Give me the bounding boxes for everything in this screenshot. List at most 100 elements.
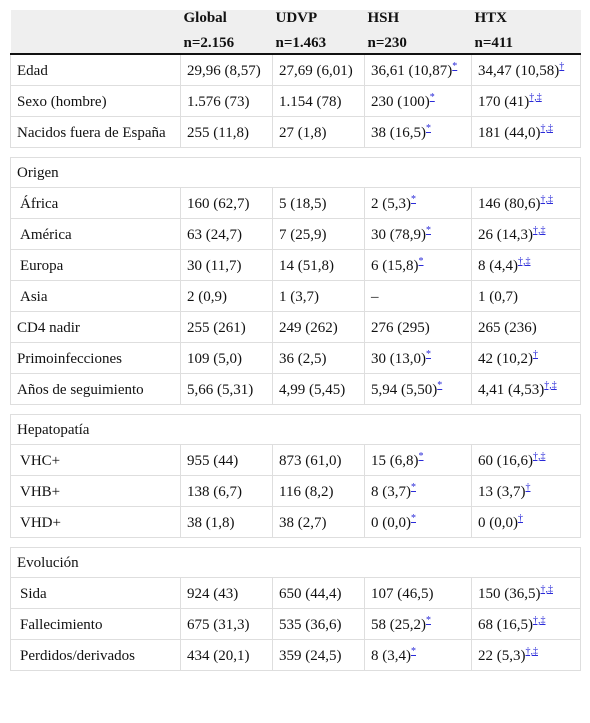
- footnote-link[interactable]: †: [525, 482, 531, 493]
- footnote-link[interactable]: †,‡: [544, 380, 557, 391]
- header-cell: Global n=2.156: [180, 10, 273, 55]
- footnote-link[interactable]: †,‡: [540, 123, 554, 134]
- cell-value: 30 (13,0): [371, 351, 426, 367]
- footnote-link[interactable]: †,‡: [540, 194, 554, 205]
- cell-value: 68 (16,5): [478, 617, 533, 633]
- footnote-link[interactable]: *: [418, 451, 424, 462]
- footnote-link[interactable]: †: [518, 513, 523, 524]
- footnote-link[interactable]: *: [426, 123, 431, 134]
- data-cell: 255 (261): [180, 311, 273, 343]
- footnote-link[interactable]: *: [437, 380, 443, 391]
- row-label: Sida: [10, 577, 181, 609]
- cell-value: 107 (46,5): [371, 586, 434, 602]
- data-cell: 434 (20,1): [180, 639, 273, 671]
- header-cell: [10, 10, 181, 55]
- cell-value: 34,47 (10,58): [478, 63, 560, 79]
- data-cell: 8 (3,7)*: [364, 475, 472, 507]
- cell-value: 38 (2,7): [279, 515, 327, 531]
- data-cell: 5 (18,5): [272, 187, 365, 219]
- data-cell: 29,96 (8,57): [180, 53, 273, 86]
- data-cell: 34,47 (10,58)†: [471, 53, 581, 86]
- data-row: África 160 (62,7) 5 (18,5) 2 (5,3)* 146 (80,…: [10, 187, 581, 219]
- spacer-row: [10, 537, 581, 548]
- section-row: Hepatopatía: [10, 414, 581, 445]
- cell-value: 4,99 (5,45): [279, 382, 346, 398]
- footnote-marker: *: [430, 92, 435, 103]
- column-name: HSH: [367, 10, 400, 26]
- data-cell: 13 (3,7)†: [471, 475, 581, 507]
- data-row: Fallecimiento 675 (31,3) 535 (36,6) 58 (25,…: [10, 608, 581, 640]
- footnote-marker: †,‡: [544, 380, 557, 391]
- cell-value: 2 (0,9): [187, 289, 227, 305]
- footnote-link[interactable]: †,‡: [518, 256, 531, 267]
- footnote-link[interactable]: *: [411, 646, 416, 657]
- footnote-marker: †,‡: [526, 646, 539, 657]
- footnote-link[interactable]: *: [411, 194, 416, 205]
- spacer-cell: [10, 537, 581, 548]
- cell-value: 181 (44,0): [478, 125, 541, 141]
- footnote-link[interactable]: †,‡: [533, 451, 546, 462]
- spacer-row: [10, 147, 581, 158]
- footnote-link[interactable]: †,‡: [533, 225, 546, 236]
- footnote-marker: †,‡: [533, 225, 546, 236]
- table-body: Edad 29,96 (8,57) 27,69 (6,01) 36,61 (10,87…: [10, 53, 581, 671]
- cell-value: 4,41 (4,53): [478, 382, 545, 398]
- footnote-marker: *: [411, 513, 416, 524]
- row-label: CD4 nadir: [10, 311, 181, 343]
- cell-value: 0 (0,0): [371, 515, 411, 531]
- data-cell: 5,94 (5,50)*: [364, 373, 472, 405]
- data-row: VHC+ 955 (44) 873 (61,0) 15 (6,8)* 60 (16,6)…: [10, 444, 581, 476]
- data-cell: 36,61 (10,87)*: [364, 53, 472, 86]
- footnote-link[interactable]: †,‡: [533, 615, 546, 626]
- footnote-link[interactable]: †: [533, 349, 538, 360]
- row-label: Edad: [10, 53, 181, 86]
- cell-value: 8 (3,4): [371, 648, 411, 664]
- data-cell: 1.576 (73): [180, 85, 273, 117]
- row-label: América: [10, 218, 181, 250]
- footnote-link[interactable]: †,‡: [529, 92, 542, 103]
- column-n: n=411: [474, 35, 514, 51]
- footnote-link[interactable]: †: [559, 61, 565, 72]
- data-cell: 26 (14,3)†,‡: [471, 218, 581, 250]
- cell-value: 160 (62,7): [187, 196, 250, 212]
- footnote-link[interactable]: *: [426, 349, 431, 360]
- cell-value: 30 (78,9): [371, 227, 426, 243]
- footnote-link[interactable]: *: [426, 225, 431, 236]
- data-cell: 276 (295): [364, 311, 472, 343]
- cell-value: 675 (31,3): [187, 617, 250, 633]
- footnote-marker: †,‡: [529, 92, 542, 103]
- data-cell: 535 (36,6): [272, 608, 365, 640]
- footnote-marker: †: [518, 513, 523, 524]
- footnote-marker: *: [426, 225, 431, 236]
- data-row: Nacidos fuera de España 255 (11,8) 27 (1,8…: [10, 116, 581, 148]
- footnote-link[interactable]: *: [411, 513, 416, 524]
- data-cell: 230 (100)*: [364, 85, 472, 117]
- data-cell: 58 (25,2)*: [364, 608, 472, 640]
- cell-value: 14 (51,8): [279, 258, 334, 274]
- cell-value: 7 (25,9): [279, 227, 327, 243]
- cell-value: 26 (14,3): [478, 227, 533, 243]
- data-cell: 42 (10,2)†: [471, 342, 581, 374]
- column-n: n=2.156: [183, 35, 235, 51]
- cell-value: 0 (0,0): [478, 515, 518, 531]
- cell-value: 1 (0,7): [478, 289, 518, 305]
- footnote-link[interactable]: †,‡: [525, 646, 539, 657]
- data-cell: 15 (6,8)*: [364, 444, 472, 476]
- cell-value: 5,66 (5,31): [187, 382, 254, 398]
- footnote-link[interactable]: *: [452, 61, 458, 72]
- data-cell: 249 (262): [272, 311, 365, 343]
- footnote-link[interactable]: *: [429, 92, 435, 103]
- cell-value: 109 (5,0): [187, 351, 242, 367]
- footnote-marker: †,‡: [541, 123, 554, 134]
- footnote-link[interactable]: *: [411, 482, 416, 493]
- footnote-link[interactable]: †,‡: [540, 584, 554, 595]
- footnote-link[interactable]: *: [418, 256, 424, 267]
- data-row: CD4 nadir 255 (261) 249 (262) 276 (295) 265 …: [10, 311, 581, 343]
- data-row: Perdidos/derivados 434 (20,1) 359 (24,5) 8 …: [10, 639, 581, 671]
- footnote-link[interactable]: *: [426, 615, 431, 626]
- data-cell: 150 (36,5)†,‡: [471, 577, 581, 609]
- footnote-marker: †,‡: [541, 584, 554, 595]
- cell-value: 650 (44,4): [279, 586, 342, 602]
- cell-value: 255 (261): [187, 320, 246, 336]
